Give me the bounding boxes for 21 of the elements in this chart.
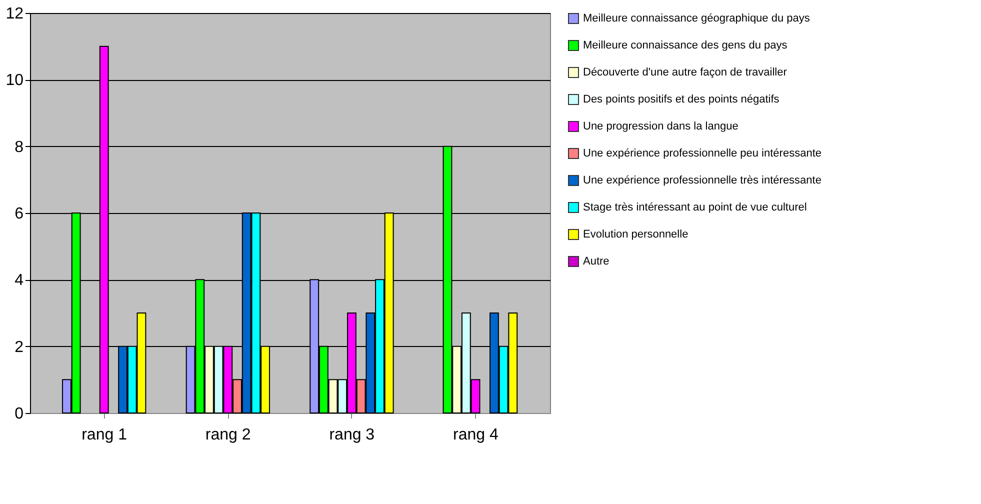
legend-label: Une progression dans la langue (583, 120, 738, 132)
x-tick-label: rang 1 (82, 426, 128, 444)
legend-label: Autre (583, 256, 610, 268)
legend-label: Evolution personnelle (583, 228, 688, 240)
legend-label: Découverte d'une autre façon de travailler (583, 66, 788, 78)
y-tick-label: 8 (14, 138, 24, 156)
x-tick-label: rang 2 (205, 426, 251, 444)
legend-label: Meilleure connaissance géographique du pays (583, 12, 810, 24)
legend-label: Une expérience professionnelle très intéressante (583, 174, 822, 186)
y-tick-label: 6 (14, 206, 24, 222)
legend-label: Stage très intéressant au point de vue culturel (583, 202, 807, 214)
y-tick-label: 4 (14, 272, 24, 290)
legend-label: Des points positifs et des points négatifs (583, 94, 780, 106)
legend-label: Une expérience professionnelle peu intéressante (583, 148, 822, 160)
legend-label: Meilleure connaissance des gens du pays (583, 40, 788, 52)
y-tick-label: 10 (6, 72, 24, 90)
x-tick-label: rang 4 (453, 426, 498, 444)
y-tick-label: 0 (14, 406, 24, 422)
y-tick-label: 12 (6, 6, 24, 22)
y-tick-label: 2 (14, 338, 24, 356)
x-tick-label: rang 3 (329, 426, 375, 444)
